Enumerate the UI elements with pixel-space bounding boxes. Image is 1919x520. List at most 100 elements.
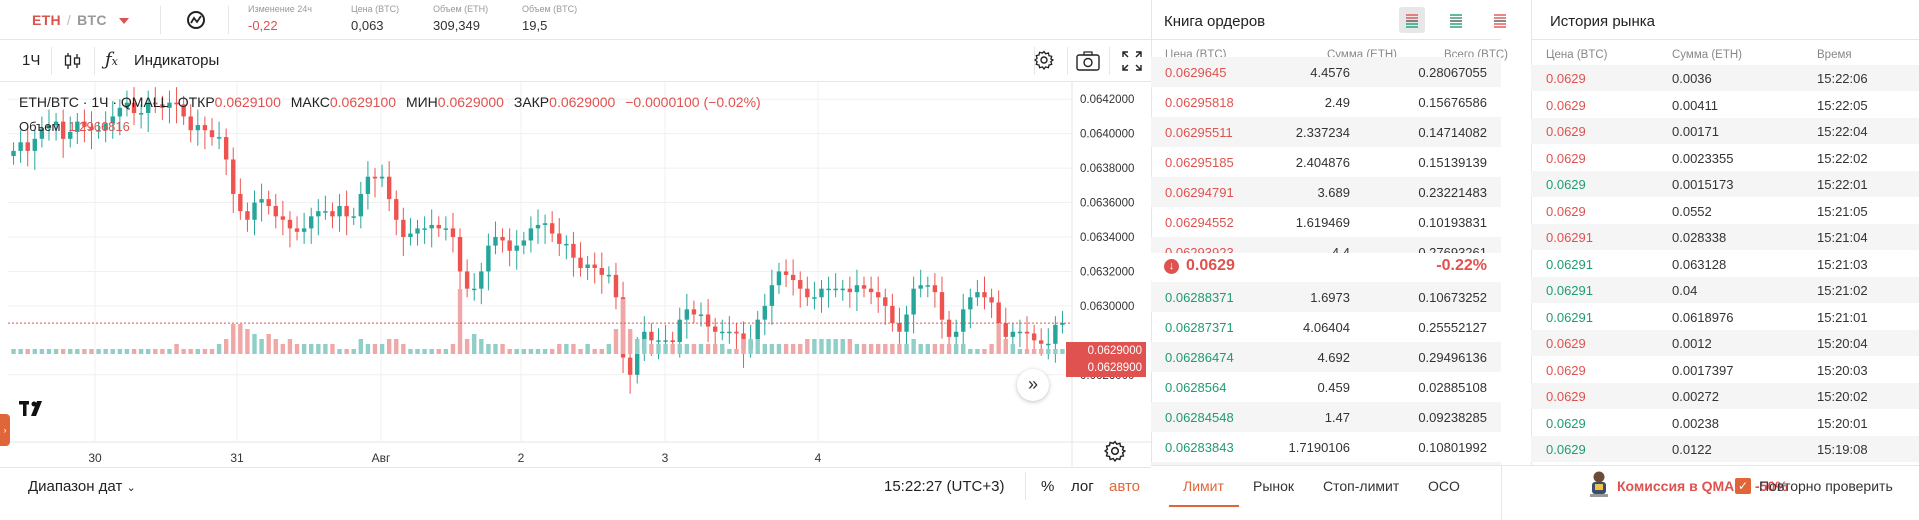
volume-bar — [514, 349, 519, 354]
tradingview-logo-icon — [19, 398, 49, 418]
ask-row[interactable]: 0.06294791 3.689 0.23221483 — [1151, 177, 1501, 207]
tab-oco[interactable]: OCO — [1428, 478, 1460, 494]
view-both-button[interactable] — [1399, 7, 1425, 33]
stat-label: Цена (BTC) — [351, 4, 400, 14]
x-tick-label: 3 — [662, 451, 669, 465]
candle-body — [138, 113, 144, 115]
candle-body — [535, 224, 541, 229]
volume-bar — [1031, 349, 1037, 354]
scroll-to-realtime-button[interactable]: » — [1017, 369, 1049, 401]
time-cell: 15:22:01 — [1817, 177, 1868, 192]
candles-icon[interactable] — [63, 52, 83, 70]
candle-body — [479, 271, 484, 289]
volume-bar — [741, 339, 746, 354]
fullscreen-icon[interactable] — [1122, 51, 1142, 71]
candle-body — [812, 297, 817, 299]
bid-row[interactable]: 0.06283843 1.7190106 0.10801992 — [1151, 432, 1501, 462]
volume-value: 1.2966816 — [68, 119, 130, 134]
bid-row[interactable]: 0.06288371 1.6973 0.10673252 — [1151, 282, 1501, 312]
volume-bar — [890, 344, 895, 354]
candle-body — [769, 285, 775, 306]
candle-body — [1060, 323, 1065, 325]
date-range-button[interactable]: Диапазон дат ⌄ — [28, 478, 136, 495]
candle-body — [833, 288, 838, 291]
legend-high-label: МАКС — [290, 94, 330, 110]
fx-icon[interactable]: ƒx — [105, 49, 118, 70]
amount-cell: 0.0023355 — [1672, 150, 1734, 166]
candle-body — [691, 309, 697, 315]
history-row: 0.0629 0.0552 15:21:05 — [1531, 198, 1919, 224]
volume-bar — [571, 344, 576, 354]
volume-bar — [457, 289, 463, 354]
tab-stop-limit[interactable]: Стоп-лимит — [1323, 478, 1400, 494]
drawing-panel-toggle[interactable]: › — [0, 414, 10, 446]
volume-bar — [32, 349, 38, 354]
volume-bar — [167, 349, 172, 354]
log-toggle[interactable]: лог — [1071, 478, 1094, 495]
amount-cell: 2.337234 — [1295, 125, 1350, 140]
candle-body — [890, 305, 895, 324]
view-bids-button[interactable] — [1443, 7, 1469, 33]
bid-row[interactable]: 0.06287371 4.06404 0.25552127 — [1151, 312, 1501, 342]
tab-limit[interactable]: Лимит — [1183, 478, 1224, 494]
bid-row[interactable]: 0.06286474 4.692 0.29496136 — [1151, 342, 1501, 372]
candle-body — [790, 274, 796, 281]
bid-row[interactable]: 0.06284548 1.47 0.09238285 — [1151, 402, 1501, 432]
candle-body — [301, 228, 307, 232]
tab-market[interactable]: Рынок — [1253, 478, 1295, 494]
volume-bar — [252, 334, 257, 354]
candle-body — [1046, 343, 1051, 346]
chart-toolbar: 1Ч ƒx Индикаторы — [0, 41, 1151, 82]
volume-bar — [649, 344, 654, 354]
recheck-checkbox[interactable]: ✓ — [1735, 478, 1751, 494]
camera-icon[interactable] — [1076, 51, 1100, 71]
price-cell: 0.0629 — [1546, 177, 1586, 192]
market-history-header — [1531, 0, 1919, 40]
spread-price: 0.0629 — [1186, 257, 1235, 274]
volume-bar — [18, 349, 23, 354]
price-chart[interactable]: 0.0642000 0.0640000 0.0638000 0.0636000 0.06… — [8, 82, 1151, 467]
ask-row[interactable]: 0.06295818 2.49 0.15676586 — [1151, 87, 1501, 117]
price-cell: 0.0629 — [1546, 336, 1586, 351]
ask-row[interactable]: 0.06295185 2.404876 0.15139139 — [1151, 147, 1501, 177]
divider — [1501, 466, 1502, 520]
pair-selector[interactable]: ETH / BTC — [32, 12, 129, 28]
indicators-button[interactable]: Индикаторы — [134, 52, 220, 69]
candle-body — [146, 102, 151, 113]
percent-toggle[interactable]: % — [1041, 478, 1055, 495]
volume-bar — [585, 344, 590, 354]
candle-body — [472, 288, 477, 291]
volume-bar — [60, 349, 66, 354]
price-cell: 0.0629 — [1546, 203, 1586, 219]
ask-row[interactable]: 0.06294552 1.619469 0.10193831 — [1151, 207, 1501, 237]
volume-bar — [500, 344, 505, 354]
volume-bar — [783, 344, 789, 354]
volume-bar — [266, 334, 271, 354]
interval-button[interactable]: 1Ч — [22, 52, 41, 69]
ask-row[interactable]: 0.0629645 4.4576 0.28067055 — [1151, 57, 1501, 87]
price-cell: 0.06295185 — [1165, 155, 1234, 170]
ask-row[interactable]: 0.06295511 2.337234 0.14714082 — [1151, 117, 1501, 147]
settings-gear-icon[interactable] — [1033, 50, 1055, 71]
amount-cell: 0.459 — [1317, 380, 1350, 395]
legend-close: 0.0629000 — [549, 94, 616, 110]
amount-cell: 0.063128 — [1672, 256, 1727, 272]
recheck-label[interactable]: Повторно проверить — [1759, 478, 1893, 494]
chart-settings-icon[interactable] — [1103, 440, 1127, 463]
arrow-down-icon: ↓ — [1164, 259, 1179, 274]
amount-cell: 0.0618976 — [1672, 309, 1734, 325]
volume-bar — [946, 344, 952, 354]
bid-row[interactable]: 0.0628564 0.459 0.02885108 — [1151, 372, 1501, 402]
view-asks-button[interactable] — [1487, 7, 1513, 33]
volume-bar — [408, 349, 413, 354]
price-cell: 0.06291 — [1546, 283, 1593, 298]
auto-toggle[interactable]: авто — [1109, 478, 1141, 495]
price-cell: 0.06283843 — [1165, 440, 1234, 455]
trading-view-icon[interactable] — [187, 11, 205, 29]
total-cell: 0.10801992 — [1418, 440, 1487, 455]
time-cell: 15:22:02 — [1817, 150, 1868, 166]
chart-clock[interactable]: 15:22:27 (UTC+3) — [884, 478, 1005, 495]
candle-body — [1017, 331, 1023, 334]
divider — [160, 6, 161, 34]
candle-body — [705, 314, 711, 327]
